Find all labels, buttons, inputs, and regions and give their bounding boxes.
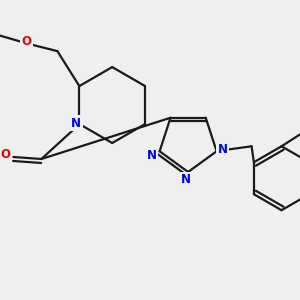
Text: N: N — [181, 173, 191, 187]
Text: N: N — [147, 149, 157, 162]
Text: N: N — [71, 116, 81, 130]
Text: N: N — [218, 143, 228, 156]
Text: O: O — [0, 148, 11, 161]
Text: O: O — [21, 34, 32, 48]
